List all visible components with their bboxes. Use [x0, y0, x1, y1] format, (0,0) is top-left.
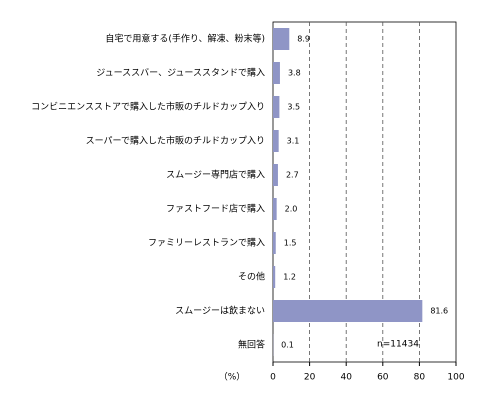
- bar: [273, 130, 279, 152]
- value-label: 2.7: [286, 171, 299, 180]
- value-label: 81.6: [430, 307, 448, 316]
- x-tick-label: 0: [270, 373, 276, 383]
- y-tick-label: スーパーで購入した市販のチルドカップ入り: [86, 135, 265, 147]
- y-tick-label: コンビニエンスストアで購入した市販のチルドカップ入り: [31, 101, 265, 113]
- bar: [273, 198, 277, 220]
- value-label: 3.8: [288, 69, 301, 78]
- value-label: 2.0: [285, 205, 298, 214]
- value-label: 1.2: [283, 273, 296, 282]
- bar: [273, 266, 276, 288]
- y-tick-label: ファミリーレストランで購入: [148, 237, 265, 249]
- bar: [273, 232, 276, 254]
- y-tick-label: 無回答: [238, 339, 265, 351]
- y-tick-label: その他: [238, 271, 265, 283]
- value-label: 1.5: [284, 239, 297, 248]
- x-tick-label: 100: [447, 373, 464, 383]
- plot-area: [272, 21, 457, 363]
- y-tick-label: ファストフード店で購入: [166, 203, 265, 215]
- value-label: 3.5: [287, 103, 300, 112]
- bar: [273, 62, 280, 84]
- x-tick-label: 60: [377, 373, 389, 383]
- bar: [273, 164, 278, 186]
- bar: [273, 28, 290, 50]
- bar: [273, 300, 423, 322]
- value-label: 8.9: [297, 35, 310, 44]
- x-tick-label: 40: [340, 373, 352, 383]
- y-tick-label: 自宅で用意する(手作り、解凍、粉末等): [105, 33, 265, 45]
- value-label: 0.1: [281, 341, 294, 350]
- x-tick-label: 20: [304, 373, 316, 383]
- y-tick-label: スムージーは飲まない: [175, 305, 265, 317]
- y-tick-label: ジューススバー、ジューススタンドで購入: [96, 67, 265, 79]
- x-axis-label: （%）: [219, 372, 246, 383]
- x-tick-label: 80: [414, 373, 426, 383]
- y-tick-label: スムージー専門店で購入: [166, 169, 265, 181]
- value-label: 3.1: [287, 137, 300, 146]
- bar: [273, 96, 280, 118]
- annotation: n=11434: [377, 340, 419, 350]
